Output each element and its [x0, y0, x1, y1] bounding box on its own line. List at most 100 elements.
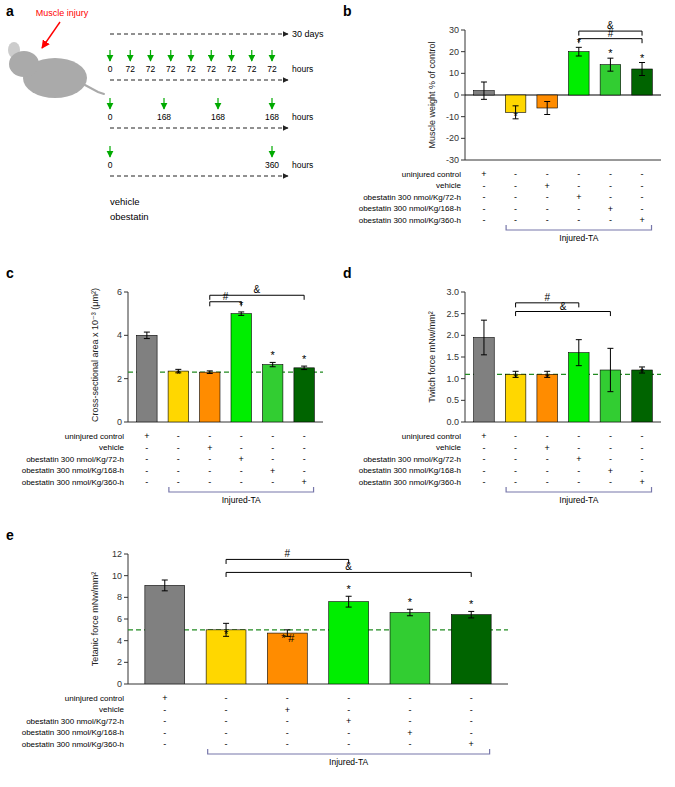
table-sign: - — [609, 215, 612, 225]
table-sign: - — [482, 466, 485, 476]
error-bar-stem — [610, 348, 611, 391]
dose-arrow — [130, 50, 131, 61]
bar — [200, 372, 220, 422]
table-sign: - — [577, 215, 580, 225]
y-tick — [461, 73, 465, 74]
table-sign: - — [514, 454, 517, 464]
table-sign: - — [145, 443, 148, 453]
table-sign: - — [546, 477, 549, 487]
error-bar-cap — [481, 99, 487, 100]
y-axis-label: Cross-sectional area x 10⁻³ (μm²) — [90, 288, 100, 422]
dose-arrow — [271, 146, 272, 157]
table-sign: - — [271, 477, 274, 487]
error-bar-cap — [346, 607, 352, 608]
error-bar-cap — [468, 617, 474, 618]
plot-area — [465, 320, 661, 422]
y-tick-label: 10 — [112, 571, 122, 581]
y-tick-label: 2 — [117, 374, 122, 384]
significance-bracket — [579, 39, 642, 44]
table-sign: - — [482, 181, 485, 191]
y-tick — [461, 335, 465, 336]
y-tick — [124, 554, 128, 555]
table-sign: - — [177, 454, 180, 464]
bracket-label: # — [544, 292, 550, 303]
table-sign: - — [177, 477, 180, 487]
time-label: 0 — [108, 64, 113, 74]
table-sign: - — [208, 431, 211, 441]
error-bar — [301, 366, 307, 369]
x-axis — [465, 160, 661, 161]
group-label: Injured-TA — [329, 757, 368, 767]
dose-arrow — [271, 50, 272, 61]
table-sign: + — [144, 431, 149, 441]
table-sign: - — [240, 431, 243, 441]
error-bar-stem — [610, 58, 611, 71]
table-sign: - — [303, 454, 306, 464]
plot-area — [128, 580, 508, 684]
y-tick-label: 0.5 — [446, 395, 459, 405]
table-sign: - — [641, 431, 644, 441]
y-tick — [461, 95, 465, 96]
significance-mark: * — [408, 596, 413, 608]
table-sign: - — [514, 477, 517, 487]
panel-label: a — [6, 3, 14, 19]
table-sign: + — [639, 477, 644, 487]
table-sign: - — [577, 443, 580, 453]
error-bar — [639, 63, 645, 76]
table-sign: + — [407, 728, 412, 738]
error-bar-cap — [346, 596, 352, 597]
y-tick — [124, 684, 128, 685]
error-bar — [346, 596, 352, 607]
table-sign: - — [240, 443, 243, 453]
error-bar — [576, 340, 582, 366]
table-sign: + — [608, 204, 613, 214]
table-sign: + — [481, 169, 486, 179]
significance-mark: * — [608, 47, 613, 59]
table-sign: - — [482, 443, 485, 453]
table-sign: - — [225, 716, 228, 726]
table-sign: + — [469, 739, 474, 749]
table-sign: - — [641, 466, 644, 476]
time-label: 72 — [267, 64, 277, 74]
table-sign: - — [208, 466, 211, 476]
y-axis-label: Muscle weight % of control — [427, 41, 437, 148]
error-bar-cap — [407, 615, 413, 616]
y-tick — [124, 292, 128, 293]
error-bar — [607, 348, 613, 391]
significance-mark: * — [513, 110, 518, 122]
table-sign: - — [303, 443, 306, 453]
dose-arrow — [163, 98, 164, 109]
table-row-label: obestatin 300 nmol/Kg/360-h — [359, 478, 461, 487]
table-sign: - — [286, 728, 289, 738]
table-sign: - — [546, 215, 549, 225]
time-label: 168 — [157, 112, 171, 122]
y-tick — [124, 597, 128, 598]
time-label: 72 — [186, 64, 196, 74]
significance-mark: # — [288, 632, 295, 644]
table-sign: - — [347, 728, 350, 738]
table-sign: - — [286, 739, 289, 749]
table-sign: + — [270, 466, 275, 476]
table-sign: - — [482, 477, 485, 487]
time-label: 168 — [265, 112, 279, 122]
table-sign: - — [482, 204, 485, 214]
error-bar-cap — [238, 315, 244, 316]
y-tick-label: 30 — [449, 25, 459, 35]
dose-arrow — [150, 50, 151, 61]
y-tick-label: 1.5 — [446, 352, 459, 362]
table-sign: + — [239, 454, 244, 464]
y-tick — [124, 335, 128, 336]
table-row-label: uninjured control — [402, 170, 461, 179]
y-tick-label: 4 — [117, 636, 122, 646]
x-axis — [128, 684, 508, 685]
error-bar — [481, 320, 487, 355]
table-sign: - — [577, 181, 580, 191]
table-sign: - — [546, 431, 549, 441]
table-sign: - — [225, 739, 228, 749]
bar — [137, 335, 157, 422]
table-sign: - — [347, 739, 350, 749]
table-sign: - — [347, 705, 350, 715]
table-sign: - — [482, 192, 485, 202]
table-sign: - — [225, 705, 228, 715]
table-sign: - — [609, 181, 612, 191]
